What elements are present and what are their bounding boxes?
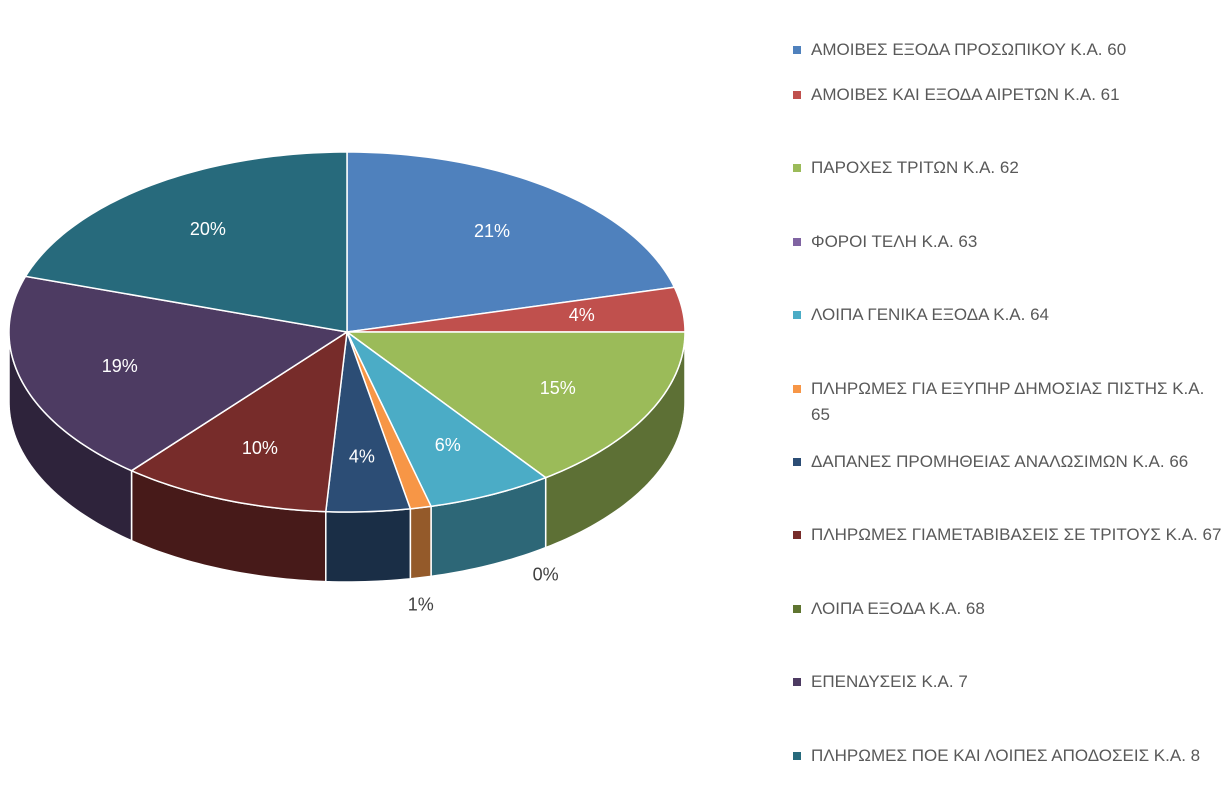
slice [324, 331, 412, 513]
legend-swatch [793, 91, 801, 99]
legend-swatch [793, 164, 801, 173]
legend-item: ΔΑΠΑΝΕΣ ΠΡΟΜΗΘΕΙΑΣ ΑΝΑΛΩΣΙΜΩΝ Κ.Α. 66 [793, 449, 1223, 475]
slice [346, 151, 676, 333]
legend-item: ΛΟΙΠΑ ΓΕΝΙΚΑ ΕΞΟΔΑ Κ.Α. 64 [793, 302, 1223, 328]
slice [346, 286, 686, 333]
legend-swatch [793, 458, 801, 466]
legend-item: ΠΛΗΡΩΜΕΣ ΓΙΑ ΕΞΥΠΗΡ ΔΗΜΟΣΙΑΣ ΠΙΣΤΗΣ Κ.Α.… [793, 376, 1223, 428]
legend-item: ΦΟΡΟΙ ΤΕΛΗ Κ.Α. 63 [793, 229, 1223, 255]
legend-label: ΛΟΙΠΑ ΕΞΟΔΑ Κ.Α. 68 [811, 598, 985, 618]
data-label: 21% [474, 221, 510, 241]
legend-swatch [793, 384, 801, 393]
legend-swatch [793, 311, 801, 320]
legend-label: ΔΑΠΑΝΕΣ ΠΡΟΜΗΘΕΙΑΣ ΑΝΑΛΩΣΙΜΩΝ Κ.Α. 66 [811, 452, 1189, 471]
data-label: 19% [102, 356, 138, 376]
data-label: 15% [540, 378, 576, 398]
legend-swatch [793, 531, 801, 540]
legend-item: ΕΠΕΝΔΥΣΕΙΣ Κ.Α. 7 [793, 669, 1223, 695]
legend-label: ΦΟΡΟΙ ΤΕΛΗ Κ.Α. 63 [811, 231, 978, 251]
legend-item: ΑΜΟΙΒΕΣ ΚΑΙ ΕΞΟΔΑ ΑΙΡΕΤΩΝ Κ.Α. 61 [793, 82, 1223, 108]
data-label: 20% [190, 219, 226, 239]
slice-side [409, 505, 432, 580]
legend-swatch [793, 604, 801, 613]
legend-item: ΛΟΙΠΑ ΕΞΟΔΑ Κ.Α. 68 [793, 596, 1223, 622]
slice [24, 151, 348, 333]
legend-item: ΑΜΟΙΒΕΣ ΕΞΟΔΑ ΠΡΟΣΩΠΙΚΟΥ Κ.Α. 60 [793, 37, 1223, 63]
slice-side [325, 507, 412, 583]
legend-label: ΠΛΗΡΩΜΕΣ ΠΟΕ ΚΑΙ ΛΟΙΠΕΣ ΑΠΟΔΟΣΕΙΣ Κ.Α. 8 [811, 745, 1201, 765]
legend-item: ΠΑΡΟΧΕΣ ΤΡΙΤΩΝ Κ.Α. 62 [793, 155, 1223, 181]
legend-item: ΠΛΗΡΩΜΕΣ ΓΙΑΜΕΤΑΒΙΒΑΣΕΙΣ ΣΕ ΤΡΙΤΟΥΣ Κ.Α.… [793, 522, 1223, 548]
slice [344, 331, 686, 479]
legend-swatch [793, 678, 801, 687]
legend-label: ΠΛΗΡΩΜΕΣ ΓΙΑ ΕΞΥΠΗΡ ΔΗΜΟΣΙΑΣ ΠΙΣΤΗΣ Κ.Α.… [811, 378, 1205, 424]
pie-area: 21% 4% 15% 0% 6% 1% 4% 10% 19% 20% [8, 151, 686, 614]
legend-label: ΑΜΟΙΒΕΣ ΚΑΙ ΕΞΟΔΑ ΑΙΡΕΤΩΝ Κ.Α. 61 [811, 85, 1120, 104]
slice [8, 275, 350, 472]
data-label: 10% [242, 438, 278, 458]
slice [129, 330, 348, 513]
data-label: 1% [408, 594, 434, 614]
legend-swatch [793, 751, 801, 760]
legend-item: ΠΛΗΡΩΜΕΣ ΠΟΕ ΚΑΙ ΛΟΙΠΕΣ ΑΠΟΔΟΣΕΙΣ Κ.Α. 8 [793, 743, 1223, 769]
legend-label: ΕΠΕΝΔΥΣΕΙΣ Κ.Α. 7 [811, 672, 968, 692]
legend-label: ΛΟΙΠΑ ΓΕΝΙΚΑ ΕΞΟΔΑ Κ.Α. 64 [811, 305, 1049, 325]
legend-label: ΠΛΗΡΩΜΕΣ ΓΙΑΜΕΤΑΒΙΒΑΣΕΙΣ ΣΕ ΤΡΙΤΟΥΣ Κ.Α.… [811, 525, 1222, 545]
slice [346, 331, 548, 508]
data-label: 6% [435, 435, 461, 455]
legend-swatch [793, 46, 801, 54]
legend-label: ΠΑΡΟΧΕΣ ΤΡΙΤΩΝ Κ.Α. 62 [811, 158, 1019, 178]
data-label: 4% [349, 447, 375, 467]
data-label: 0% [533, 564, 559, 584]
data-label: 4% [569, 305, 595, 325]
legend-swatch [793, 237, 801, 246]
legend-label: ΑΜΟΙΒΕΣ ΕΞΟΔΑ ΠΡΟΣΩΠΙΚΟΥ Κ.Α. 60 [811, 40, 1127, 59]
